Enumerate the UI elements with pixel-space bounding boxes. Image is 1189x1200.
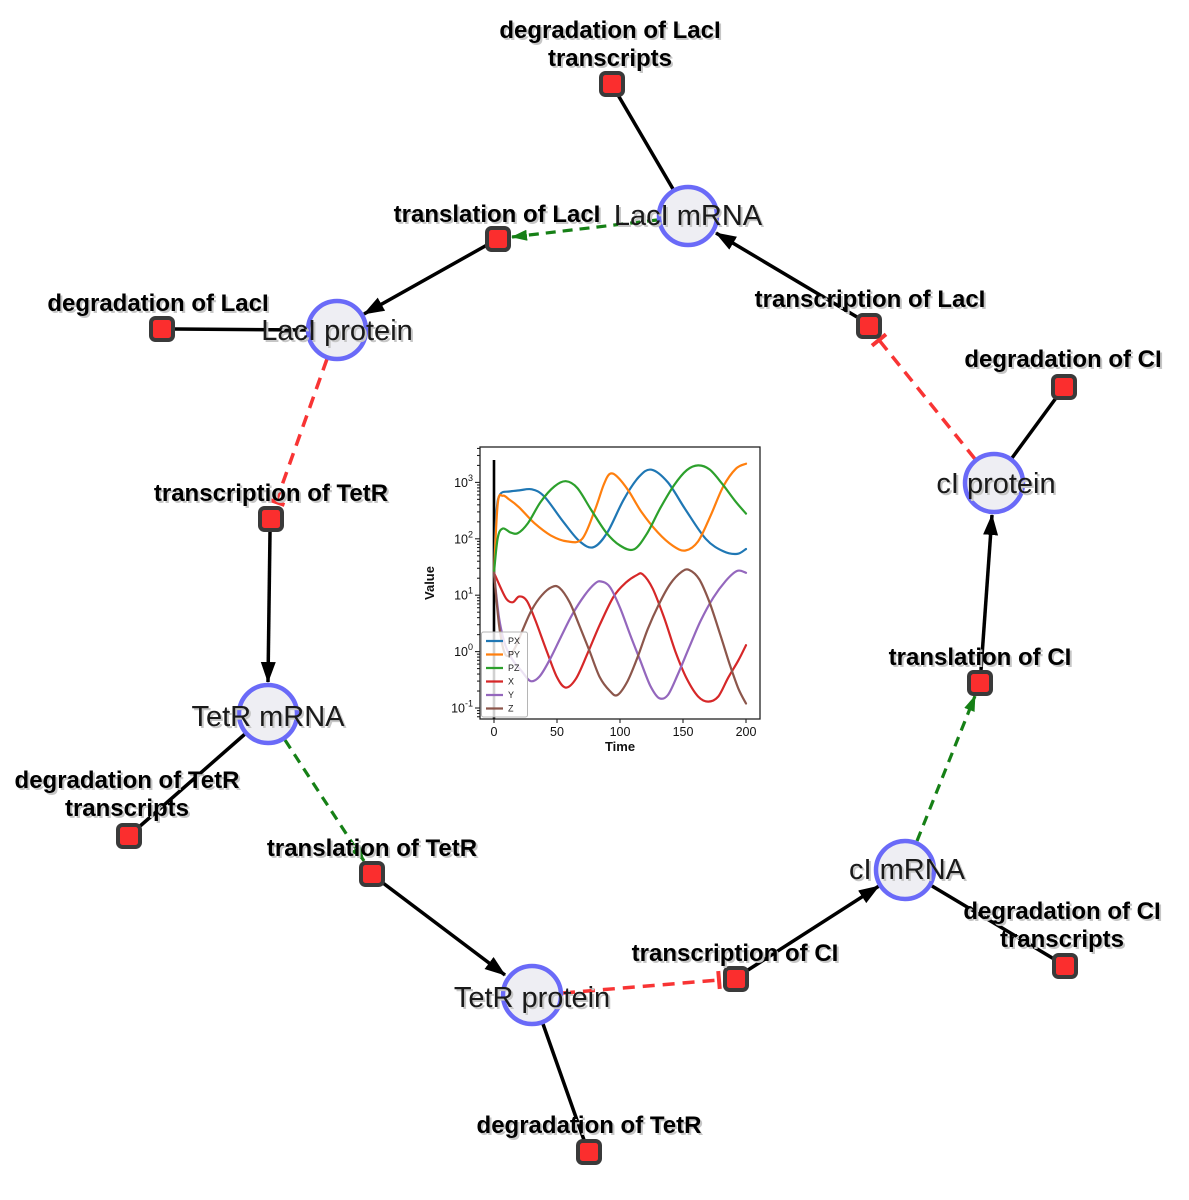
translation-tetr-production-edge bbox=[381, 881, 507, 977]
laci-mrna-translation-modifier-edge bbox=[511, 218, 658, 241]
translation-ci-production-edge bbox=[979, 514, 999, 671]
transcription-tetr-production-edge bbox=[260, 531, 276, 683]
species-label-ci-mrna: cI mRNA bbox=[849, 854, 966, 886]
legend-label-X: X bbox=[508, 677, 514, 687]
inset-timecourse-chart: 0 50 100 150 20010-1100101102103TimeValuePXP… bbox=[422, 446, 761, 754]
species-node-laci-protein[interactable] bbox=[305, 298, 369, 362]
y-tick-label: 102 bbox=[454, 529, 473, 546]
legend-label-Y: Y bbox=[508, 690, 514, 700]
reaction-label-translation-tetr: translation of TetR bbox=[267, 835, 477, 862]
edges-layer bbox=[137, 94, 1058, 1141]
reaction-node-translation-ci[interactable] bbox=[967, 670, 993, 696]
species-label-laci-mrna: LacI mRNA bbox=[614, 200, 763, 232]
x-tick-label: 0 bbox=[491, 725, 498, 739]
reaction-label-transcription-laci: transcription of LacI bbox=[755, 286, 986, 313]
reaction-node-transcription-tetr[interactable] bbox=[258, 506, 284, 532]
reaction-node-degradation-ci-transcripts[interactable] bbox=[1052, 953, 1078, 979]
reaction-label-translation-ci: translation of CI bbox=[889, 644, 1072, 671]
tetr-protein-degradation-edge bbox=[541, 1023, 586, 1141]
species-node-ci-protein[interactable] bbox=[962, 451, 1026, 515]
x-tick-label: 50 bbox=[550, 725, 564, 739]
nodes-layer bbox=[116, 71, 1078, 1165]
species-node-tetr-protein[interactable] bbox=[500, 963, 564, 1027]
reaction-node-translation-laci[interactable] bbox=[485, 226, 511, 252]
y-axis-label: Value bbox=[422, 566, 437, 600]
reaction-node-degradation-tetr-transcripts[interactable] bbox=[116, 823, 142, 849]
species-node-tetr-mrna[interactable] bbox=[236, 682, 300, 746]
reaction-label-degradation-ci-transcripts: degradation of CI bbox=[963, 898, 1160, 925]
ci-protein-degradation-edge bbox=[1010, 396, 1058, 460]
species-label-tetr-protein: TetR protein bbox=[454, 982, 610, 1014]
tetr-protein-inhibits-ci-transcription-edge bbox=[562, 970, 722, 995]
reaction-label-degradation-tetr-transcripts: transcripts bbox=[65, 795, 189, 822]
x-axis-label: Time bbox=[605, 739, 635, 754]
species-label-ci-protein: cI protein bbox=[936, 468, 1055, 500]
legend-box bbox=[481, 631, 528, 718]
reaction-label-degradation-ci-transcripts: transcripts bbox=[1000, 926, 1124, 953]
laci-protein-degradation-edge bbox=[174, 327, 307, 332]
legend-label-PX: PX bbox=[508, 636, 520, 646]
series-line-PY bbox=[492, 462, 748, 574]
species-label-laci-protein: LacI protein bbox=[261, 315, 413, 347]
transcription-ci-production-edge bbox=[747, 884, 880, 972]
series-line-PZ bbox=[492, 464, 748, 574]
species-label-tetr-mrna: TetR mRNA bbox=[191, 701, 345, 733]
reaction-label-degradation-tetr: degradation of TetR bbox=[477, 1112, 702, 1139]
reaction-label-transcription-tetr: transcription of TetR bbox=[154, 480, 388, 507]
series-line-X bbox=[492, 571, 748, 703]
laci-mrna-degradation-edge bbox=[616, 94, 675, 190]
legend-label-Z: Z bbox=[508, 704, 514, 714]
series-line-PX bbox=[492, 468, 748, 574]
tetr-mrna-degradation-edge bbox=[137, 732, 247, 829]
labels-layer: degradation of LacItranscriptstranslatio… bbox=[15, 17, 1162, 1139]
laci-protein-inhibits-tetr-transcription-edge bbox=[266, 358, 329, 507]
y-tick-label: 100 bbox=[454, 642, 473, 659]
x-tick-label: 150 bbox=[673, 725, 694, 739]
reaction-label-degradation-laci-transcripts: transcripts bbox=[548, 45, 672, 72]
transcription-laci-production-edge bbox=[715, 231, 858, 319]
reaction-node-degradation-laci[interactable] bbox=[149, 316, 175, 342]
tetr-mrna-translation-modifier-edge bbox=[283, 739, 366, 862]
ci-mrna-degradation-edge bbox=[931, 884, 1055, 961]
chart-legend: PX PY PZ XYZ bbox=[481, 631, 528, 718]
ci-mrna-translation-modifier-edge bbox=[915, 695, 977, 842]
reaction-label-degradation-tetr-transcripts: degradation of TetR bbox=[15, 767, 240, 794]
reaction-label-translation-laci: translation of LacI bbox=[394, 201, 601, 228]
reaction-label-transcription-ci: transcription of CI bbox=[632, 940, 839, 967]
reaction-label-degradation-ci: degradation of CI bbox=[964, 346, 1161, 373]
reaction-label-degradation-laci: degradation of LacI bbox=[47, 290, 268, 317]
reaction-node-degradation-tetr[interactable] bbox=[576, 1139, 602, 1165]
x-tick-label: 100 bbox=[610, 725, 631, 739]
reaction-node-translation-tetr[interactable] bbox=[359, 861, 385, 887]
reaction-node-transcription-ci[interactable] bbox=[723, 966, 749, 992]
reaction-node-degradation-laci-transcripts[interactable] bbox=[599, 71, 625, 97]
legend-label-PY: PY bbox=[508, 650, 520, 660]
species-node-laci-mrna[interactable] bbox=[656, 184, 720, 248]
reaction-node-degradation-ci[interactable] bbox=[1051, 374, 1077, 400]
reaction-label-degradation-laci-transcripts: degradation of LacI bbox=[499, 17, 720, 44]
translation-laci-production-edge bbox=[363, 243, 488, 316]
y-tick-label: 103 bbox=[454, 473, 473, 490]
legend-label-PZ: PZ bbox=[508, 663, 520, 673]
y-tick-label: 10-1 bbox=[451, 699, 473, 716]
y-tick-label: 101 bbox=[454, 586, 473, 603]
reaction-node-transcription-laci[interactable] bbox=[856, 313, 882, 339]
species-node-ci-mrna[interactable] bbox=[873, 838, 937, 902]
x-tick-label: 200 bbox=[736, 725, 757, 739]
ci-protein-inhibits-laci-transcription-edge bbox=[870, 332, 977, 461]
